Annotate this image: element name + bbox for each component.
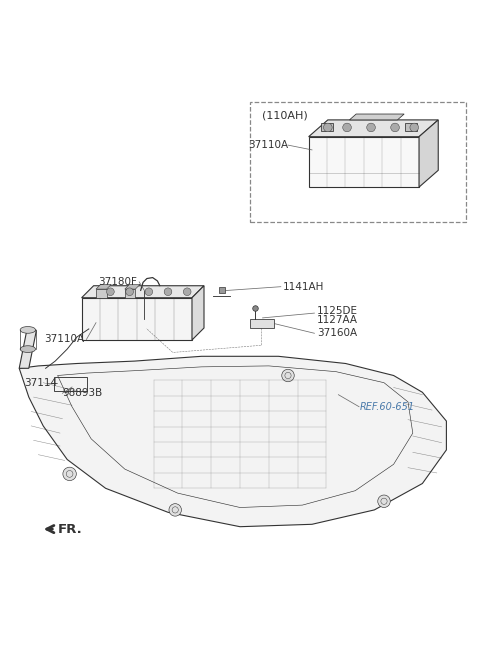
Text: 1125DE: 1125DE — [317, 306, 358, 316]
Text: 37114: 37114 — [24, 378, 57, 388]
Polygon shape — [419, 120, 438, 187]
Text: 1141AH: 1141AH — [283, 282, 324, 291]
Text: 98893B: 98893B — [62, 388, 103, 398]
Circle shape — [367, 123, 375, 132]
FancyBboxPatch shape — [321, 123, 333, 131]
FancyBboxPatch shape — [405, 123, 417, 131]
Text: (110AH): (110AH) — [262, 111, 307, 121]
Bar — [54, 377, 87, 391]
Circle shape — [164, 288, 172, 295]
Polygon shape — [19, 330, 36, 368]
Circle shape — [107, 288, 114, 295]
Text: REF.60-651: REF.60-651 — [360, 402, 415, 412]
Ellipse shape — [20, 327, 36, 333]
Polygon shape — [96, 289, 107, 298]
Circle shape — [183, 288, 191, 295]
Circle shape — [324, 123, 332, 132]
Bar — [250, 102, 466, 222]
Polygon shape — [125, 284, 140, 289]
Circle shape — [282, 369, 294, 382]
Ellipse shape — [20, 346, 36, 352]
Text: 37180F: 37180F — [98, 277, 137, 287]
Bar — [250, 319, 274, 328]
Polygon shape — [192, 286, 204, 340]
Circle shape — [63, 467, 76, 481]
Polygon shape — [96, 284, 111, 289]
Text: 37110A: 37110A — [44, 335, 84, 345]
Polygon shape — [309, 137, 419, 187]
Polygon shape — [82, 286, 204, 298]
Circle shape — [145, 288, 153, 295]
Polygon shape — [125, 289, 135, 298]
Text: FR.: FR. — [58, 523, 83, 536]
Polygon shape — [309, 120, 438, 137]
Circle shape — [391, 123, 399, 132]
Circle shape — [343, 123, 351, 132]
Circle shape — [169, 504, 181, 516]
Polygon shape — [19, 356, 446, 527]
Circle shape — [126, 288, 133, 295]
Text: 37110A: 37110A — [248, 140, 288, 150]
Polygon shape — [82, 298, 192, 340]
Text: 1127AA: 1127AA — [317, 315, 358, 326]
Polygon shape — [349, 114, 404, 120]
Circle shape — [378, 495, 390, 508]
Text: 37160A: 37160A — [317, 328, 357, 338]
Circle shape — [410, 123, 419, 132]
